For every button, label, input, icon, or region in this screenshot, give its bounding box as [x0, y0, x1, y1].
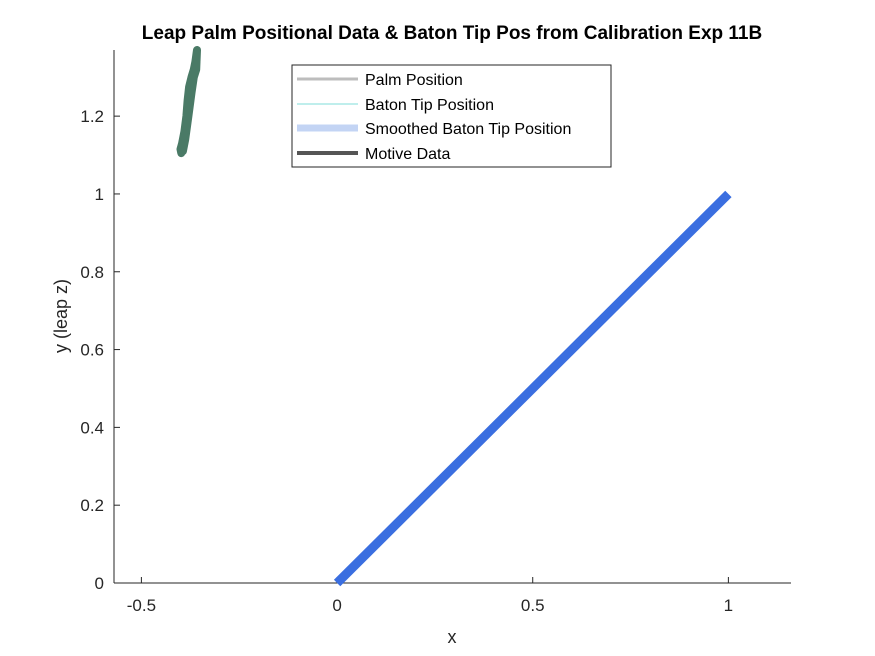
legend-box — [291, 64, 612, 168]
chart-title: Leap Palm Positional Data & Baton Tip Po… — [142, 23, 762, 44]
legend-label-motive-data: Motive Data — [365, 146, 450, 163]
x-tick-label: -0.5 — [127, 596, 156, 615]
legend: Palm Position Baton Tip Position Smoothe… — [291, 64, 612, 168]
x-tick-label: 0.5 — [521, 596, 545, 615]
y-tick-label: 0.6 — [80, 341, 104, 360]
y-tick-label: 1 — [95, 185, 104, 204]
ticks: -0.5 0 0.5 1 0 0.2 0.4 0.6 0.8 1 1.2 — [80, 107, 733, 615]
legend-label-smoothed-baton-tip-position: Smoothed Baton Tip Position — [365, 121, 571, 138]
legend-label-baton-tip-position: Baton Tip Position — [365, 97, 494, 114]
y-tick-label: 0.8 — [80, 263, 104, 282]
y-axis-label: y (leap z) — [51, 279, 71, 353]
y-tick-label: 0.2 — [80, 496, 104, 515]
series-line-motive-data — [176, 46, 201, 158]
x-tick-label: 0 — [332, 596, 341, 615]
y-tick-label: 1.2 — [80, 107, 104, 126]
series-line-smoothed-baton-tip-position — [333, 190, 732, 587]
x-tick-label: 1 — [724, 596, 733, 615]
legend-label-palm-position: Palm Position — [365, 72, 463, 89]
x-axis-label: x — [448, 627, 457, 647]
y-tick-label: 0.4 — [80, 418, 104, 437]
series-layer — [176, 46, 732, 587]
axes — [113, 50, 791, 584]
y-tick-label: 0 — [95, 574, 104, 593]
